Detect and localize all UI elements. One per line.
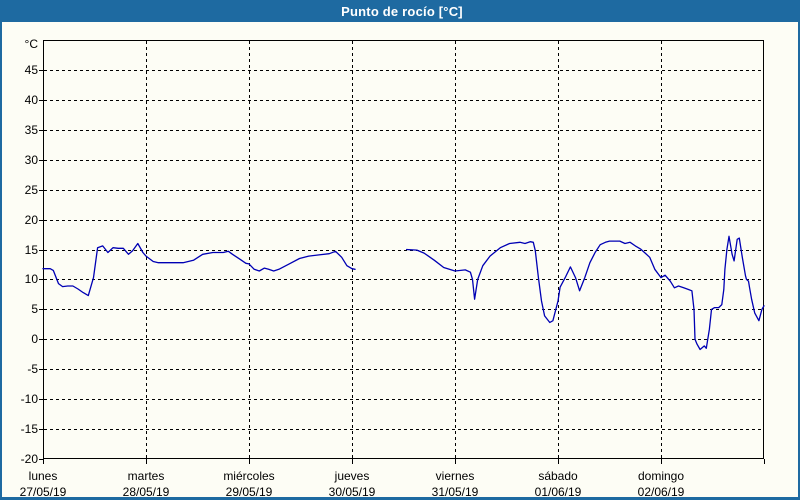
x-tick-day-label: martes xyxy=(127,469,165,483)
y-tick-label: 40 xyxy=(24,92,38,107)
page-title: Punto de rocío [°C] xyxy=(341,3,463,19)
plot-border xyxy=(43,40,764,459)
x-tick-day-label: viernes xyxy=(435,469,475,483)
y-tick-label: 45 xyxy=(24,62,38,77)
y-tick-label: -20 xyxy=(20,452,38,466)
y-tick-label: 15 xyxy=(24,242,38,257)
x-tick-date-label: 01/06/19 xyxy=(534,485,582,499)
y-tick-label: 5 xyxy=(31,302,38,317)
y-tick-label: -10 xyxy=(20,392,38,407)
y-tick-label: 10 xyxy=(24,272,38,287)
dewpoint-series-line xyxy=(405,235,765,351)
y-tick-label: 25 xyxy=(24,182,38,197)
x-tick-day-label: lunes xyxy=(28,469,58,483)
y-tick-label: 20 xyxy=(24,212,38,227)
title-bar: Punto de rocío [°C] xyxy=(2,0,800,22)
x-tick-day-label: miércoles xyxy=(223,469,275,483)
x-tick-date-label: 30/05/19 xyxy=(328,485,376,499)
x-tick-date-label: 31/05/19 xyxy=(431,485,479,499)
y-tick-label: 30 xyxy=(24,152,38,167)
x-tick-date-label: 27/05/19 xyxy=(19,485,67,499)
x-tick-day-label: sábado xyxy=(538,469,578,483)
y-tick-label: -15 xyxy=(20,422,38,437)
x-tick-day-label: domingo xyxy=(637,469,685,483)
x-tick-date-label: 02/06/19 xyxy=(637,485,685,499)
y-tick-label: 35 xyxy=(24,122,38,137)
x-tick-date-label: 28/05/19 xyxy=(122,485,170,499)
x-tick-day-label: jueves xyxy=(334,469,370,483)
dewpoint-series-line xyxy=(42,242,356,297)
x-tick-date-label: 29/05/19 xyxy=(225,485,273,499)
y-axis-unit-label: °C xyxy=(24,37,38,51)
y-tick-label: 0 xyxy=(31,332,38,347)
y-tick-label: -5 xyxy=(27,362,38,377)
